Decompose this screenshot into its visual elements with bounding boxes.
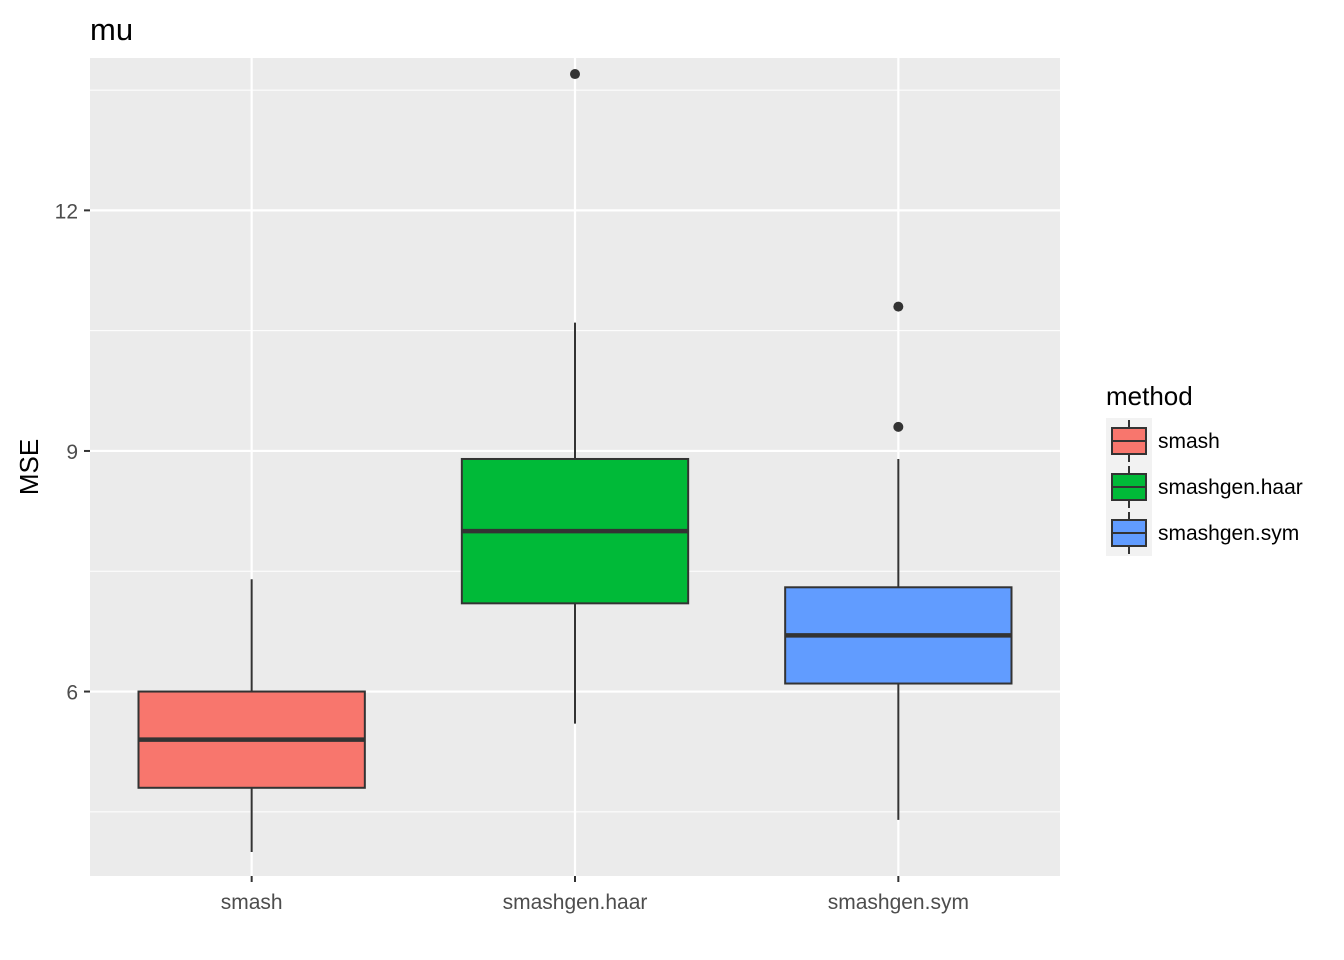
legend-label: smash [1158,430,1220,453]
legend-title: method [1106,381,1193,411]
legend-label: smashgen.haar [1158,476,1303,499]
x-tick-label: smashgen.sym [828,891,969,914]
legend-item-smash: smash [1106,418,1220,464]
x-axis: smash smashgen.haar smashgen.sym [221,876,969,914]
y-tick-label: 12 [55,200,78,223]
y-tick-label: 9 [66,441,78,464]
y-axis-label: MSE [14,439,44,495]
legend-item-smashgen.haar: smashgen.haar [1106,464,1303,510]
y-axis: 6 9 12 [55,200,90,705]
outlier-point [893,421,904,432]
chart-title: mu [90,12,133,47]
legend-label: smashgen.sym [1158,522,1299,545]
x-tick-label: smash [221,891,283,914]
legend-item-smashgen.sym: smashgen.sym [1106,510,1299,556]
x-tick-label: smashgen.haar [503,891,648,914]
outlier-point [893,301,904,312]
y-tick-label: 6 [66,682,78,705]
box-smashgen.sym [784,301,1013,820]
box-smash [137,579,366,852]
legend: method smash smashgen.haar smashgen.sym [1106,381,1303,556]
box-smashgen.haar [460,69,690,724]
outlier-point [570,69,580,80]
boxes [137,69,1013,852]
